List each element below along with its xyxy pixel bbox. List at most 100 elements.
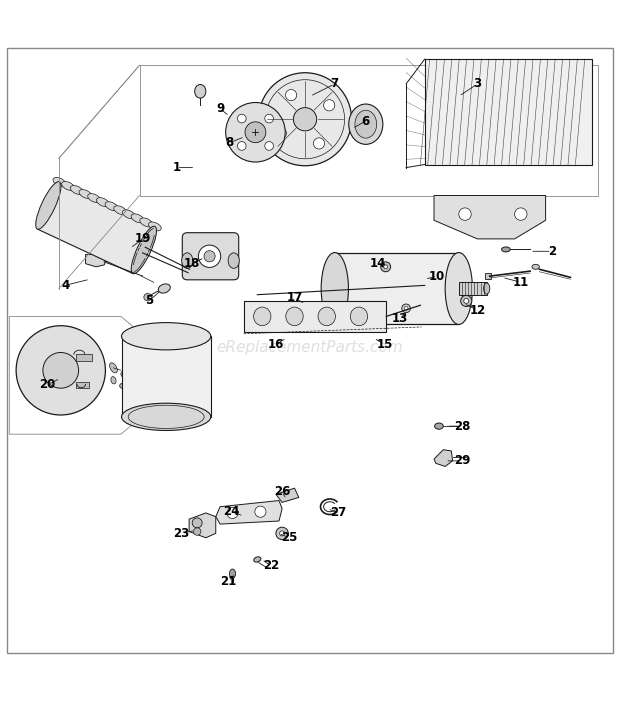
Text: 24: 24 bbox=[223, 505, 239, 518]
Circle shape bbox=[286, 90, 297, 101]
Circle shape bbox=[255, 506, 266, 517]
Ellipse shape bbox=[105, 202, 118, 210]
Text: 29: 29 bbox=[454, 454, 470, 468]
Text: 13: 13 bbox=[392, 312, 408, 325]
Ellipse shape bbox=[158, 284, 170, 293]
Circle shape bbox=[402, 304, 410, 313]
Bar bbox=[459, 283, 487, 294]
Circle shape bbox=[313, 138, 324, 149]
Circle shape bbox=[226, 102, 285, 162]
Circle shape bbox=[384, 265, 388, 268]
Bar bbox=[425, 59, 592, 165]
Ellipse shape bbox=[348, 104, 383, 144]
Bar bbox=[485, 273, 491, 279]
Ellipse shape bbox=[148, 222, 161, 231]
FancyBboxPatch shape bbox=[182, 233, 239, 280]
Ellipse shape bbox=[113, 206, 126, 215]
Circle shape bbox=[43, 353, 79, 388]
Circle shape bbox=[324, 100, 335, 111]
Circle shape bbox=[245, 122, 266, 143]
Ellipse shape bbox=[131, 226, 156, 274]
Circle shape bbox=[204, 251, 215, 262]
Text: 15: 15 bbox=[376, 338, 392, 350]
Text: 16: 16 bbox=[268, 338, 284, 350]
Circle shape bbox=[120, 383, 125, 388]
Circle shape bbox=[515, 208, 527, 220]
Polygon shape bbox=[86, 254, 107, 267]
Ellipse shape bbox=[254, 307, 271, 326]
Text: 18: 18 bbox=[184, 257, 200, 270]
Polygon shape bbox=[276, 488, 299, 503]
Ellipse shape bbox=[228, 253, 239, 268]
Ellipse shape bbox=[87, 193, 100, 203]
Ellipse shape bbox=[111, 376, 116, 384]
Ellipse shape bbox=[355, 110, 376, 138]
Text: 12: 12 bbox=[469, 304, 485, 317]
Circle shape bbox=[144, 294, 151, 301]
Ellipse shape bbox=[96, 198, 109, 207]
Circle shape bbox=[404, 306, 408, 311]
Text: 7: 7 bbox=[330, 77, 339, 90]
Ellipse shape bbox=[182, 253, 193, 268]
Circle shape bbox=[265, 114, 273, 123]
Text: 1: 1 bbox=[172, 161, 181, 174]
Ellipse shape bbox=[195, 85, 206, 98]
Ellipse shape bbox=[36, 182, 61, 229]
Circle shape bbox=[227, 508, 238, 519]
Ellipse shape bbox=[140, 218, 153, 227]
Circle shape bbox=[237, 114, 246, 123]
Ellipse shape bbox=[79, 189, 92, 198]
Ellipse shape bbox=[70, 186, 83, 194]
Text: 22: 22 bbox=[263, 559, 279, 572]
Text: 6: 6 bbox=[361, 114, 370, 128]
Text: 2: 2 bbox=[547, 245, 556, 258]
Text: 3: 3 bbox=[473, 77, 482, 90]
Text: 19: 19 bbox=[135, 233, 151, 245]
Circle shape bbox=[198, 245, 221, 267]
Circle shape bbox=[193, 528, 201, 536]
Text: eReplacementParts.com: eReplacementParts.com bbox=[216, 340, 404, 355]
Text: 14: 14 bbox=[370, 257, 386, 270]
Circle shape bbox=[293, 108, 317, 131]
Polygon shape bbox=[434, 196, 546, 239]
Text: 11: 11 bbox=[513, 275, 529, 289]
Polygon shape bbox=[189, 513, 216, 538]
Bar bbox=[76, 381, 89, 388]
Text: 10: 10 bbox=[429, 270, 445, 283]
Ellipse shape bbox=[435, 423, 443, 429]
Text: 26: 26 bbox=[274, 485, 290, 498]
Polygon shape bbox=[434, 450, 453, 466]
Ellipse shape bbox=[318, 307, 335, 326]
Ellipse shape bbox=[122, 210, 135, 219]
Circle shape bbox=[16, 326, 105, 415]
Ellipse shape bbox=[229, 569, 236, 578]
Circle shape bbox=[461, 295, 472, 306]
Polygon shape bbox=[37, 182, 155, 273]
Circle shape bbox=[265, 142, 273, 150]
Circle shape bbox=[280, 531, 285, 536]
Text: 23: 23 bbox=[174, 527, 190, 540]
Text: 8: 8 bbox=[225, 136, 234, 149]
Ellipse shape bbox=[131, 214, 144, 223]
Ellipse shape bbox=[321, 252, 348, 325]
Bar bbox=[122, 336, 211, 417]
Circle shape bbox=[464, 299, 469, 304]
Ellipse shape bbox=[122, 322, 211, 350]
Text: 9: 9 bbox=[216, 102, 224, 115]
Text: 17: 17 bbox=[286, 292, 303, 304]
Bar bbox=[335, 252, 459, 325]
Text: 5: 5 bbox=[144, 294, 153, 308]
Ellipse shape bbox=[532, 264, 539, 269]
Text: 4: 4 bbox=[61, 279, 69, 292]
Ellipse shape bbox=[53, 177, 66, 186]
Ellipse shape bbox=[110, 363, 117, 373]
Circle shape bbox=[275, 128, 286, 139]
Circle shape bbox=[459, 208, 471, 220]
Circle shape bbox=[121, 371, 127, 377]
Ellipse shape bbox=[484, 283, 490, 294]
Ellipse shape bbox=[350, 307, 368, 326]
Circle shape bbox=[381, 262, 391, 272]
Circle shape bbox=[276, 527, 288, 540]
Ellipse shape bbox=[61, 182, 74, 191]
Ellipse shape bbox=[122, 403, 211, 430]
